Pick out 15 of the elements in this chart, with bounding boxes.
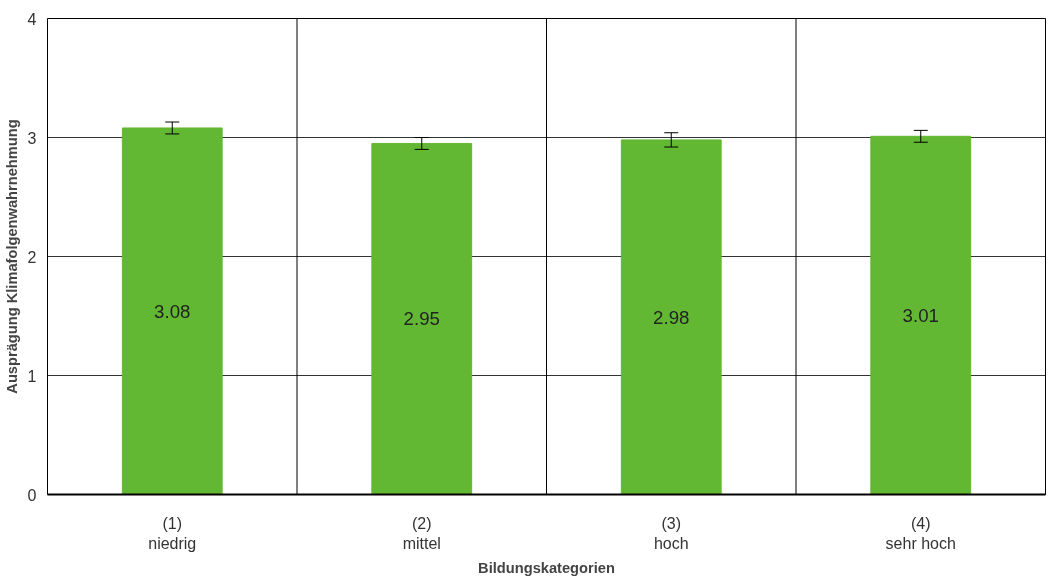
data-label: 2.95 bbox=[403, 308, 440, 330]
x-tick-label: (3) hoch bbox=[653, 514, 689, 552]
data-label: 2.98 bbox=[653, 306, 690, 328]
y-tick-label: 4 bbox=[27, 10, 37, 28]
x-tick-label: (1) niedrig bbox=[148, 514, 197, 552]
x-axis-title: Bildungskategorien bbox=[478, 559, 615, 576]
data-label: 3.08 bbox=[154, 300, 191, 322]
x-tick-label: (4) sehr hoch bbox=[885, 514, 956, 552]
x-tick-label: (2) mittel bbox=[402, 514, 441, 552]
y-tick-label: 0 bbox=[27, 486, 37, 504]
y-axis-title: Ausprägung Klimafolgenwahrnehmung bbox=[3, 119, 20, 394]
data-label: 3.01 bbox=[902, 304, 939, 326]
y-tick-label: 3 bbox=[27, 129, 37, 147]
y-tick-label: 1 bbox=[27, 367, 37, 385]
y-tick-label: 2 bbox=[27, 248, 37, 266]
